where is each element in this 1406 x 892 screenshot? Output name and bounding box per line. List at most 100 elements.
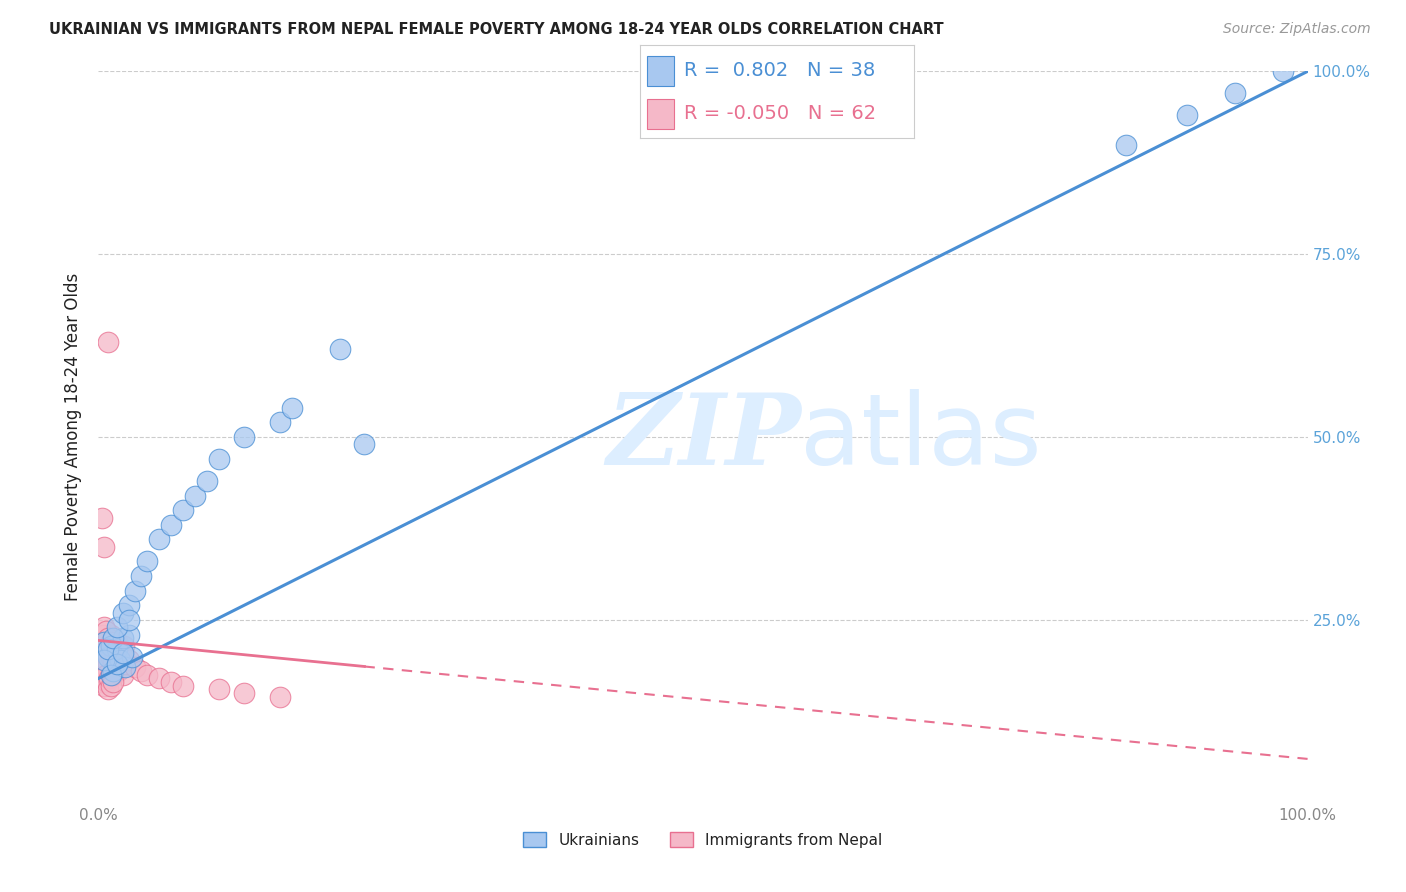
Point bbox=[93, 653, 115, 667]
Point bbox=[105, 642, 128, 657]
Point bbox=[114, 660, 136, 674]
Point bbox=[101, 632, 124, 646]
Point bbox=[208, 452, 231, 467]
Point bbox=[100, 667, 122, 681]
Point bbox=[93, 635, 115, 649]
Point bbox=[160, 675, 183, 690]
Point bbox=[129, 569, 152, 583]
Legend: Ukrainians, Immigrants from Nepal: Ukrainians, Immigrants from Nepal bbox=[517, 825, 889, 854]
Point bbox=[111, 632, 134, 646]
Point bbox=[100, 635, 122, 649]
Point bbox=[91, 675, 114, 690]
Point bbox=[101, 642, 124, 657]
Point bbox=[110, 660, 132, 674]
Point bbox=[329, 343, 352, 357]
Point bbox=[112, 639, 135, 653]
Point bbox=[100, 639, 122, 653]
Point bbox=[94, 660, 117, 674]
Point bbox=[107, 664, 129, 678]
Point bbox=[172, 679, 194, 693]
Point bbox=[124, 660, 146, 674]
Point bbox=[269, 416, 291, 430]
Point bbox=[93, 653, 115, 667]
Point bbox=[101, 653, 124, 667]
Point bbox=[111, 649, 134, 664]
Point bbox=[97, 642, 120, 657]
Point bbox=[195, 474, 218, 488]
Point bbox=[129, 664, 152, 678]
Point bbox=[160, 517, 183, 532]
Text: Source: ZipAtlas.com: Source: ZipAtlas.com bbox=[1223, 22, 1371, 37]
Text: R = -0.050   N = 62: R = -0.050 N = 62 bbox=[683, 104, 876, 123]
Point bbox=[108, 653, 131, 667]
Point bbox=[91, 672, 114, 686]
Text: R =  0.802   N = 38: R = 0.802 N = 38 bbox=[683, 62, 875, 80]
Point bbox=[108, 646, 131, 660]
Point bbox=[93, 679, 115, 693]
Point bbox=[97, 657, 120, 671]
Point bbox=[97, 632, 120, 646]
Point bbox=[98, 672, 121, 686]
Point bbox=[97, 649, 120, 664]
Point bbox=[269, 690, 291, 704]
Point bbox=[100, 660, 122, 674]
Point bbox=[97, 632, 120, 646]
Point bbox=[94, 624, 117, 638]
Point bbox=[96, 667, 118, 681]
Point bbox=[100, 627, 122, 641]
Point bbox=[148, 672, 170, 686]
Point bbox=[91, 627, 114, 641]
Point bbox=[97, 682, 120, 697]
Point bbox=[111, 606, 134, 620]
FancyBboxPatch shape bbox=[647, 99, 673, 129]
Point bbox=[100, 679, 122, 693]
Point bbox=[101, 639, 124, 653]
Point bbox=[208, 682, 231, 697]
Point bbox=[91, 642, 114, 657]
Point bbox=[111, 649, 134, 664]
Point bbox=[172, 503, 194, 517]
Point bbox=[104, 646, 127, 660]
Text: UKRAINIAN VS IMMIGRANTS FROM NEPAL FEMALE POVERTY AMONG 18-24 YEAR OLDS CORRELAT: UKRAINIAN VS IMMIGRANTS FROM NEPAL FEMAL… bbox=[49, 22, 943, 37]
FancyBboxPatch shape bbox=[647, 56, 673, 86]
Point bbox=[90, 649, 112, 664]
Point bbox=[101, 675, 124, 690]
Point bbox=[111, 646, 134, 660]
Point bbox=[105, 642, 128, 657]
Point bbox=[232, 686, 254, 700]
Point bbox=[94, 667, 117, 681]
Point bbox=[108, 653, 131, 667]
Point bbox=[281, 401, 304, 415]
Point bbox=[96, 646, 118, 660]
Point bbox=[111, 667, 134, 681]
Point bbox=[93, 620, 115, 634]
Point bbox=[1115, 137, 1137, 152]
Point bbox=[105, 657, 128, 671]
Text: ZIP: ZIP bbox=[606, 389, 801, 485]
Point bbox=[118, 613, 141, 627]
Point bbox=[100, 667, 122, 681]
Point bbox=[108, 642, 131, 657]
Point bbox=[184, 489, 207, 503]
Point bbox=[93, 540, 115, 554]
Point bbox=[97, 334, 120, 349]
Point bbox=[100, 639, 122, 653]
Point bbox=[103, 667, 125, 681]
Point bbox=[121, 649, 143, 664]
Point bbox=[94, 635, 117, 649]
Point bbox=[148, 533, 170, 547]
Point bbox=[114, 657, 136, 671]
Y-axis label: Female Poverty Among 18-24 Year Olds: Female Poverty Among 18-24 Year Olds bbox=[65, 273, 83, 601]
Point bbox=[118, 599, 141, 613]
Point bbox=[1175, 108, 1198, 122]
Point bbox=[91, 664, 114, 678]
Point bbox=[100, 649, 122, 664]
Point bbox=[105, 657, 128, 671]
Point bbox=[105, 635, 128, 649]
Point bbox=[96, 675, 118, 690]
Point bbox=[105, 620, 128, 634]
Point bbox=[135, 554, 157, 568]
Text: atlas: atlas bbox=[800, 389, 1042, 485]
Point bbox=[1272, 64, 1295, 78]
Point bbox=[353, 437, 375, 451]
